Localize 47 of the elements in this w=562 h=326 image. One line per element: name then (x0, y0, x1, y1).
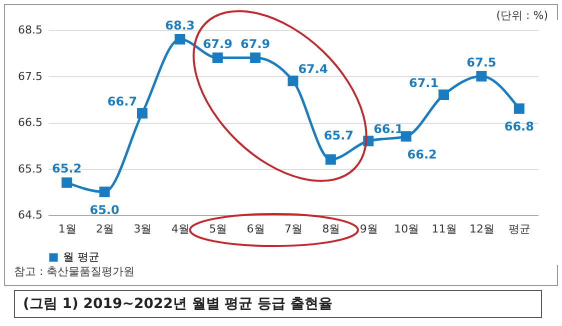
point (438, 90, 450, 100)
y-tick-label: 67.5 (18, 70, 42, 83)
data-label: 65.0 (90, 202, 120, 217)
point (325, 154, 336, 165)
x-tick-label: 7월 (284, 222, 302, 236)
point (250, 52, 261, 63)
data-label: 67.5 (466, 55, 496, 70)
data-label: 67.9 (240, 36, 270, 51)
x-tick-label: 5월 (209, 222, 228, 236)
data-label: 65.7 (324, 128, 354, 142)
text: (단위 : %) (496, 8, 548, 23)
point (400, 131, 412, 142)
x-tick-label: 6월 (246, 222, 265, 236)
point (62, 177, 72, 188)
point (514, 103, 524, 114)
point (136, 108, 148, 118)
data-label: 67.4 (298, 62, 328, 76)
point (174, 34, 186, 44)
legend-label: 월 평균 (63, 250, 100, 264)
y-tick-label: 68.5 (18, 24, 42, 36)
x-tick-label: 10월 (394, 222, 420, 236)
y-tick-label: 65.5 (18, 162, 42, 176)
x-tick-label: 3월 (134, 222, 152, 236)
text: 참고 : 축산물품질평가원 (14, 264, 135, 279)
text: (그림 1) 2019~2022년 월별 평균 등급 출현율 (14, 290, 542, 318)
x-tick-label: 12월 (469, 222, 494, 236)
data-label: 66.1 (374, 122, 404, 136)
point (476, 71, 487, 82)
y-tick-label: 66.5 (18, 116, 42, 129)
point (99, 186, 110, 198)
point (212, 52, 223, 63)
x-tick-label: 11월 (432, 222, 457, 236)
x-tick-label: 8월 (322, 222, 340, 236)
point (288, 76, 298, 86)
data-label: 67.1 (408, 76, 439, 90)
y-tick-label: 64.5 (18, 208, 42, 222)
data-label: 65.2 (52, 162, 82, 176)
x-tick-label: 4월 (171, 222, 190, 236)
data-label: 66.8 (504, 120, 534, 134)
data-label: 68.3 (165, 18, 195, 32)
data-label: 67.9 (202, 36, 232, 51)
data-label: 66.7 (107, 94, 138, 108)
x-tick-label: 평균 (508, 222, 531, 236)
data-label: 66.2 (407, 147, 437, 162)
x-tick-label: 2월 (96, 222, 114, 236)
x-tick-label: 1월 (58, 222, 76, 236)
x-tick-label: 9월 (360, 222, 378, 236)
